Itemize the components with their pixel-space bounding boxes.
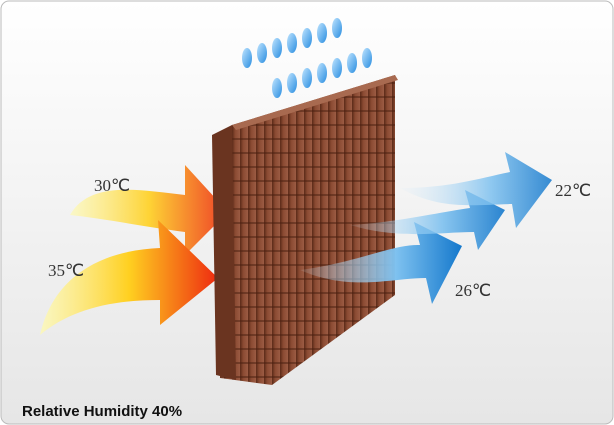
- water-drops: [242, 18, 372, 98]
- cooling-pad: [212, 75, 398, 385]
- label: 26℃: [455, 281, 491, 300]
- label: 35℃: [48, 261, 84, 280]
- footer: Relative Humidity 40%: [22, 403, 182, 420]
- warm-arrows: [40, 165, 228, 335]
- label: 22℃: [555, 181, 591, 200]
- cool-arrows: [300, 152, 552, 304]
- label: 30℃: [94, 176, 130, 195]
